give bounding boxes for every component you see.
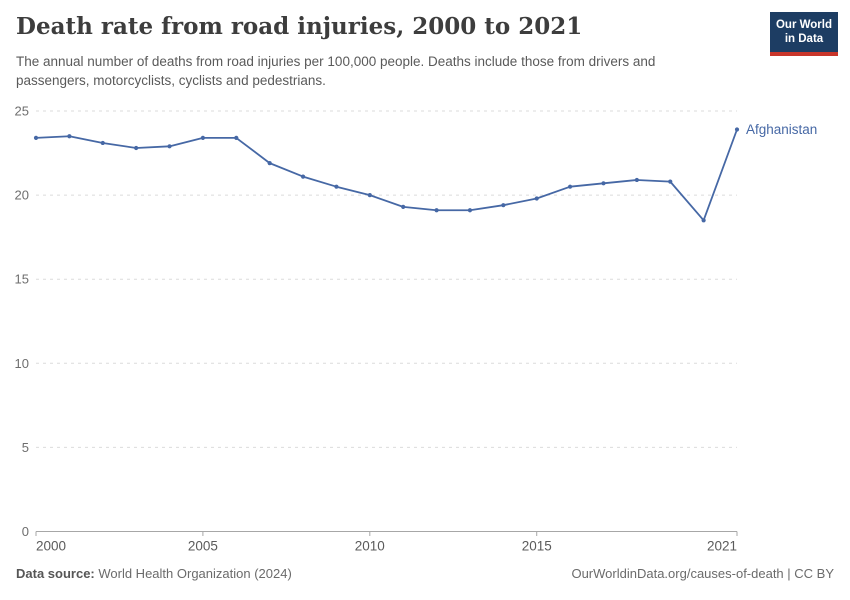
y-tick-label: 20 bbox=[15, 188, 29, 203]
data-point[interactable] bbox=[67, 134, 72, 139]
data-point[interactable] bbox=[501, 203, 506, 208]
data-point[interactable] bbox=[634, 177, 639, 183]
data-point[interactable] bbox=[167, 144, 172, 149]
data-point[interactable] bbox=[534, 196, 539, 201]
data-point[interactable] bbox=[701, 218, 706, 223]
data-point[interactable] bbox=[434, 208, 439, 213]
owid-logo-line2: in Data bbox=[784, 33, 824, 46]
x-tick-label: 2010 bbox=[355, 539, 385, 554]
data-point[interactable] bbox=[134, 145, 139, 151]
data-point[interactable] bbox=[668, 179, 673, 184]
data-point[interactable] bbox=[367, 193, 372, 198]
x-tick-label: 2000 bbox=[36, 539, 66, 554]
data-point[interactable] bbox=[267, 161, 272, 166]
series-line[interactable] bbox=[35, 128, 738, 222]
y-tick-label: 10 bbox=[15, 356, 29, 371]
data-point[interactable] bbox=[334, 184, 339, 189]
chart-title: Death rate from road injuries, 2000 to 2… bbox=[16, 13, 583, 40]
data-source-value: World Health Organization (2024) bbox=[94, 566, 292, 581]
chart-subtitle: The annual number of deaths from road in… bbox=[16, 54, 656, 89]
owid-logo-line1: Our World bbox=[775, 19, 832, 31]
x-tick-label: 2005 bbox=[188, 539, 218, 554]
data-point[interactable] bbox=[467, 208, 473, 213]
data-point[interactable] bbox=[300, 174, 306, 179]
data-source-note: Data source: World Health Organization (… bbox=[16, 566, 292, 581]
data-point[interactable] bbox=[234, 135, 239, 141]
series-label[interactable]: Afghanistan bbox=[746, 122, 817, 137]
line-chart-canvas[interactable]: 0 5 10 15 20 25 2000 2005 2010 2015 2021 Afghanista… bbox=[0, 100, 850, 560]
y-tick-label: 15 bbox=[15, 272, 29, 287]
x-tick-label: 2021 bbox=[707, 539, 737, 554]
data-point[interactable] bbox=[33, 135, 39, 141]
data-point[interactable] bbox=[734, 127, 740, 132]
y-tick-label: 0 bbox=[22, 524, 29, 539]
data-point[interactable] bbox=[601, 181, 606, 186]
y-tick-label: 5 bbox=[22, 440, 29, 455]
data-point[interactable] bbox=[567, 184, 573, 189]
data-point[interactable] bbox=[100, 140, 105, 146]
y-tick-label: 25 bbox=[15, 104, 29, 119]
data-point[interactable] bbox=[200, 135, 206, 141]
x-tick-label: 2015 bbox=[522, 539, 552, 554]
data-point[interactable] bbox=[401, 204, 406, 209]
owid-logo[interactable]: Our World in Data bbox=[770, 12, 838, 56]
data-source-label: Data source: bbox=[16, 566, 95, 581]
figure-footer: Data source: World Health Organization (… bbox=[16, 566, 834, 581]
attribution-link[interactable]: OurWorldinData.org/causes-of-death | CC … bbox=[571, 566, 834, 581]
